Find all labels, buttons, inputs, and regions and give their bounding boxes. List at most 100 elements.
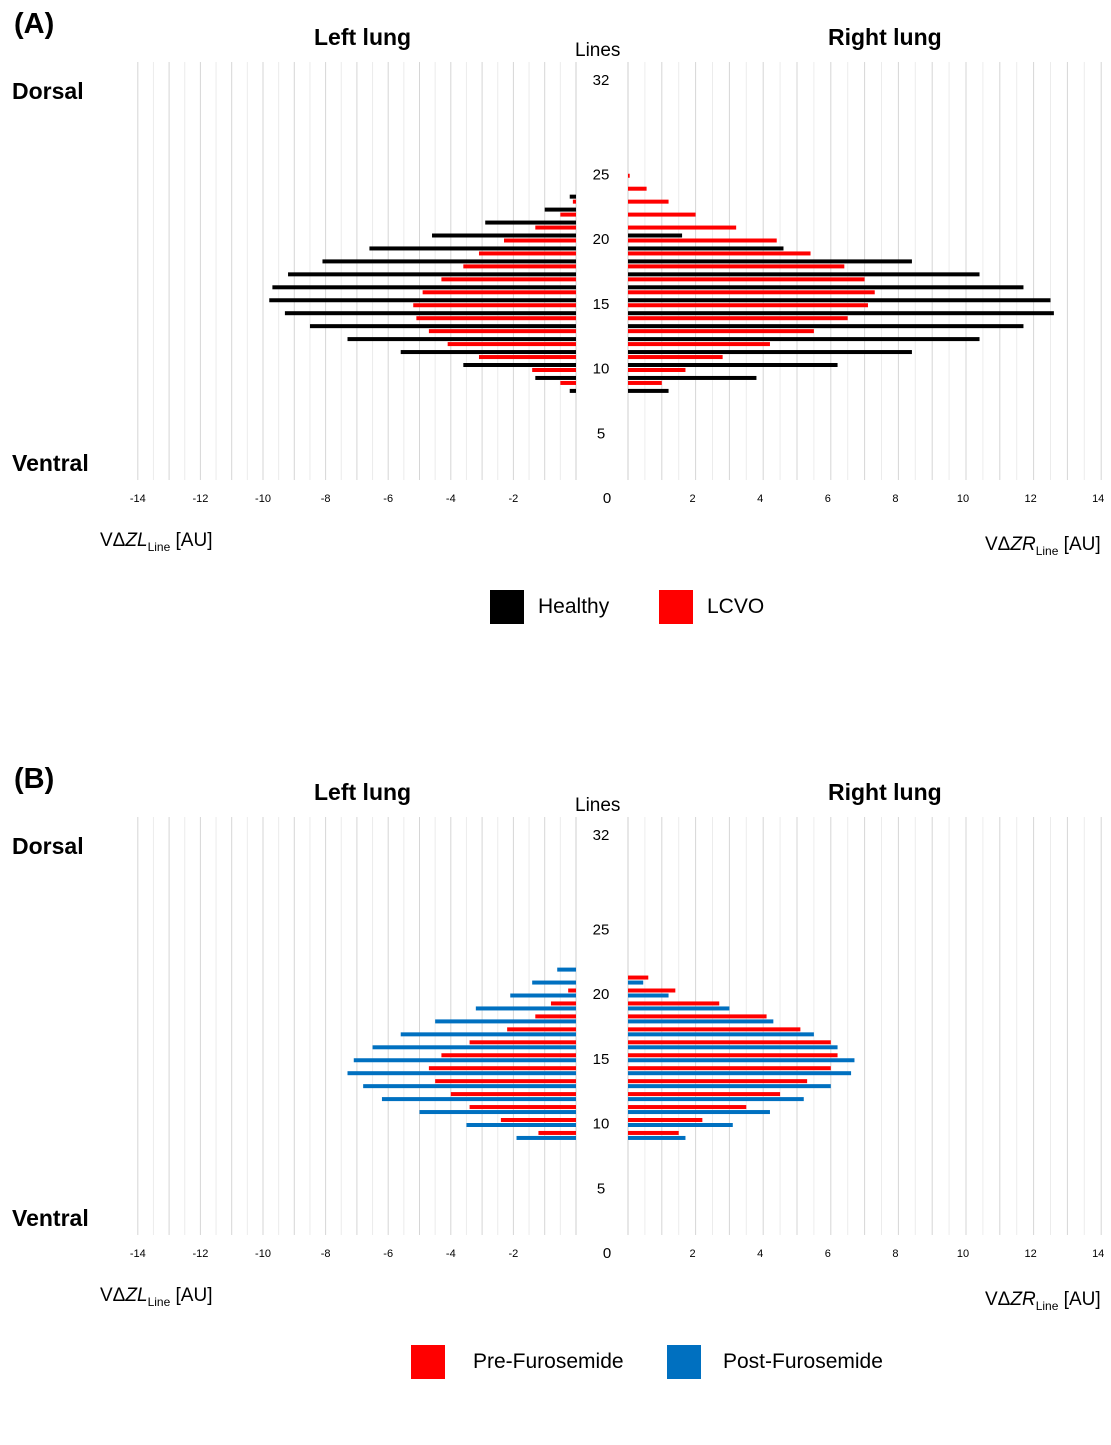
x-tick-label: 10	[957, 1248, 969, 1260]
bar-right	[628, 251, 811, 256]
ventral-label: Ventral	[12, 450, 89, 476]
bar-right	[628, 1084, 831, 1089]
legend-label: Post-Furosemide	[723, 1350, 883, 1373]
bar-left	[347, 1071, 576, 1076]
bar-left	[463, 264, 576, 269]
bar-left	[441, 1053, 576, 1058]
x-tick-label: -8	[321, 1248, 331, 1260]
bar-right	[628, 225, 737, 230]
x-tick-label: 6	[825, 493, 831, 505]
panel-label: (A)	[14, 8, 55, 40]
bar-right	[628, 1019, 774, 1024]
bar-left	[369, 246, 576, 251]
legend-label: Healthy	[538, 595, 610, 618]
bar-left	[535, 225, 576, 230]
bar-left	[478, 251, 576, 256]
line-tick-label: 25	[593, 921, 610, 938]
bar-left	[363, 1084, 576, 1089]
bar-right	[628, 186, 647, 191]
x-tick-label: -8	[321, 493, 331, 505]
bar-right	[628, 316, 848, 321]
axis-subscript: Line	[147, 539, 171, 554]
bar-right	[628, 1006, 730, 1011]
bar-left	[469, 1105, 576, 1110]
dorsal-label: Dorsal	[12, 78, 84, 104]
bar-left	[560, 212, 576, 217]
axis-unit: [AU]	[1063, 534, 1101, 555]
bar-left	[416, 316, 576, 321]
right-lung-title: Right lung	[828, 779, 942, 805]
bar-right	[628, 298, 1051, 303]
x-tick-label: -6	[383, 493, 393, 505]
bar-left	[516, 1135, 576, 1140]
bar-left	[269, 298, 576, 303]
x-tick-label: 14	[1092, 493, 1104, 505]
bar-left	[435, 1079, 576, 1084]
bar-left	[322, 259, 576, 264]
bar-right	[628, 368, 686, 372]
bar-left	[475, 1006, 576, 1011]
bar-right	[628, 388, 669, 393]
x-tick-label: 8	[892, 1248, 898, 1260]
bar-left	[428, 1066, 576, 1071]
bar-left	[560, 380, 576, 385]
legend-item-lcvo: LCVO	[659, 590, 764, 624]
x-tick-label: 10	[957, 493, 969, 505]
line-tick-label: 32	[593, 827, 610, 844]
bar-left	[441, 277, 576, 282]
ventral-label: Ventral	[12, 1205, 89, 1231]
x-tick-label: -2	[509, 493, 519, 505]
bar-left	[309, 324, 576, 329]
legend-swatch	[490, 590, 524, 624]
line-tick-label: 5	[597, 425, 605, 442]
bar-left	[550, 1001, 576, 1006]
chart-panel-a: (A) Left lung Right lung Lines Dorsal Ve…	[0, 0, 1111, 690]
line-tick-label: 20	[593, 231, 610, 248]
panel-label: (B)	[14, 763, 55, 795]
axis-subscript: Line	[1035, 1298, 1059, 1313]
bar-right	[628, 1110, 770, 1115]
bar-right	[628, 342, 770, 347]
bar-left	[422, 290, 576, 295]
axis-prefix: VΔ	[100, 1285, 126, 1306]
bar-left	[447, 342, 576, 347]
bar-left	[381, 1097, 576, 1102]
legend-swatch	[411, 1345, 445, 1379]
x-tick-label: -14	[130, 493, 146, 505]
bar-right	[628, 1118, 703, 1122]
x-tick-label: 12	[1024, 1248, 1036, 1260]
axis-unit: [AU]	[1063, 1289, 1101, 1310]
x-tick-label: 4	[757, 1248, 763, 1260]
bar-left	[463, 363, 576, 367]
bar-right	[628, 363, 838, 367]
left-x-axis-title: VΔZLLine [AU]	[100, 1285, 212, 1309]
x-tick-label: -4	[446, 493, 456, 505]
bar-left	[535, 1014, 576, 1019]
axis-prefix: VΔ	[100, 530, 126, 551]
bar-right	[628, 980, 644, 985]
x-tick-label: 2	[690, 1248, 696, 1260]
bar-left	[347, 337, 576, 342]
bar-right	[628, 1135, 686, 1140]
bar-right	[628, 1014, 767, 1019]
line-tick-label: 25	[593, 166, 610, 183]
x-tick-label: -12	[192, 493, 208, 505]
butterfly-chart: -14 -12 -10 -8 -6 -4 -2 2 4 6 8 10 12 14 32 25 20 15 10 5 0	[130, 817, 1104, 1262]
line-tick-label: 20	[593, 986, 610, 1003]
bar-right	[628, 355, 723, 360]
bar-right	[628, 212, 696, 217]
line-tick-label: 15	[593, 1051, 610, 1068]
bar-right	[628, 329, 814, 334]
bar-left	[544, 207, 576, 212]
bar-right	[628, 303, 868, 308]
bar-right	[628, 173, 630, 178]
bar-right	[628, 1105, 747, 1110]
x-tick-label: -10	[255, 1248, 271, 1260]
bar-right	[628, 380, 662, 385]
bar-right	[628, 1130, 679, 1135]
bar-left	[535, 375, 576, 380]
bar-right	[628, 324, 1024, 329]
bar-right	[628, 285, 1024, 290]
bar-left	[557, 967, 576, 972]
bar-right	[628, 238, 777, 243]
